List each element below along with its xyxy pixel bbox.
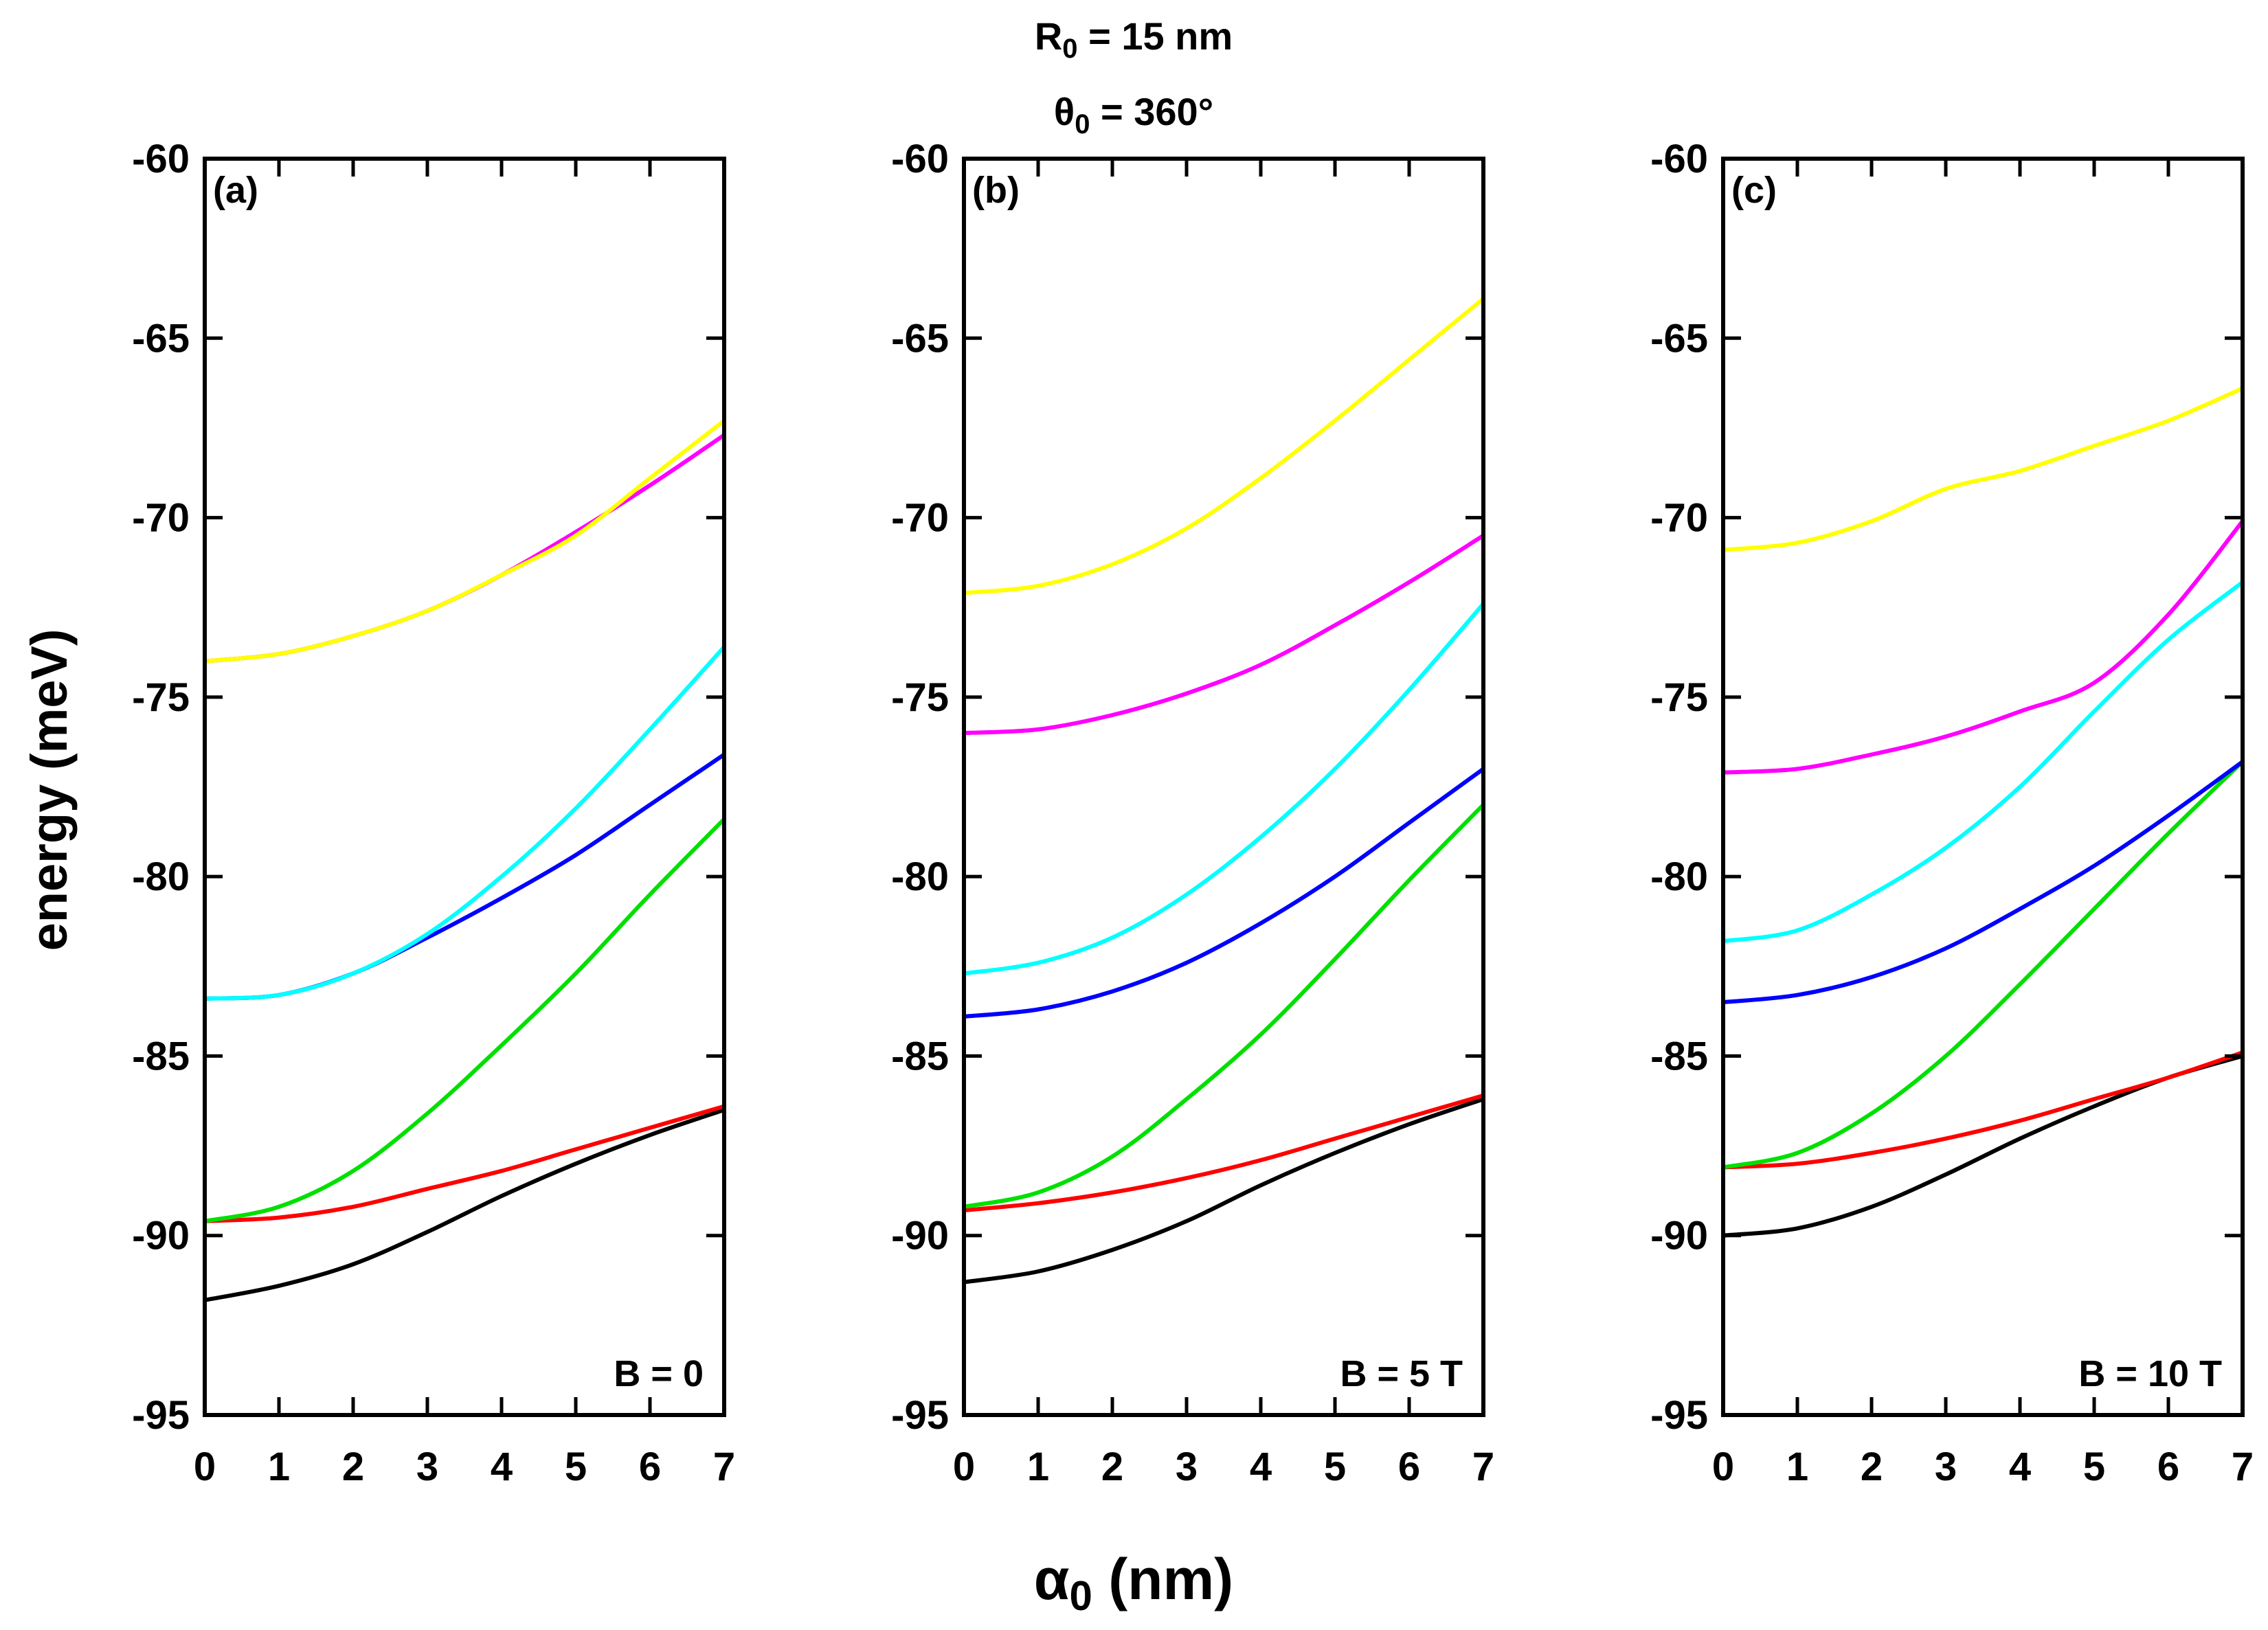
y-tick-label: -90 [1650,1214,1708,1258]
y-tick-label: -80 [891,854,949,899]
x-tick-label: 1 [268,1445,290,1489]
x-tick-label: 0 [953,1445,975,1489]
series-line-magenta [203,433,726,664]
series-line-blue [1721,759,2245,1004]
series-line-black [1721,1054,2245,1238]
series-line-yellow [203,418,726,664]
y-tick-label: -95 [1650,1393,1708,1438]
x-tick-label: 2 [342,1445,364,1489]
x-tick-label: 1 [1786,1445,1808,1489]
series-line-green [203,817,726,1223]
panel-b: -60 -65 -70 -75 -80 -85 -90 -950 1 2 3 4 5 6 7 (b) B = 5… [891,137,1494,1489]
x-tick-label: 4 [2009,1445,2031,1489]
y-tick-label: -80 [1650,854,1708,899]
x-tick-label: 5 [2083,1445,2105,1489]
series-line-green [962,802,1485,1209]
x-tick-label: 0 [1712,1445,1734,1489]
x-tick-label: 2 [1101,1445,1123,1489]
y-tick-label: -95 [891,1393,949,1438]
header-r0: R0 = 15 nm [1035,14,1233,64]
series-line-red [1721,1050,2245,1170]
y-tick-label: -60 [891,137,949,181]
field-annotation: B = 5 T [1340,1353,1463,1394]
y-tick-label: -60 [132,137,190,181]
series-line-green [1721,759,2245,1170]
series-line-cyan [1721,580,2245,944]
x-tick-label: 7 [2232,1445,2254,1489]
y-tick-label: -85 [132,1034,190,1078]
x-tick-label: 6 [1398,1445,1420,1489]
x-tick-label: 6 [2157,1445,2179,1489]
x-tick-label: 6 [639,1445,661,1489]
series-line-magenta [962,533,1485,736]
y-tick-label: -90 [132,1214,190,1258]
x-tick-label: 3 [416,1445,438,1489]
y-tick-label: -90 [891,1214,949,1258]
field-annotation: B = 0 [614,1353,704,1394]
x-tick-label: 5 [565,1445,587,1489]
y-tick-label: -70 [132,496,190,541]
y-tick-label: -75 [132,675,190,720]
y-axis-label: energy (meV) [21,629,78,951]
series-line-yellow [1721,386,2245,552]
panel-c: -60 -65 -70 -75 -80 -85 -90 -950 1 2 3 4 5 6 7 (c) B = 1… [1650,137,2254,1489]
y-tick-label: -70 [1650,496,1708,541]
plot-frame [962,157,1485,1417]
series-line-red [962,1093,1485,1213]
x-tick-label: 2 [1861,1445,1883,1489]
y-tick-label: -85 [1650,1034,1708,1078]
panel-label: (b) [972,170,1020,211]
series-line-blue [962,767,1485,1019]
series-line-magenta [1721,519,2245,775]
y-tick-label: -75 [891,675,949,720]
x-tick-label: 7 [713,1445,735,1489]
x-axis-label: α0 (nm) [1034,1547,1233,1619]
y-tick-label: -65 [891,316,949,361]
series-line-black [962,1097,1485,1284]
series-line-black [203,1107,726,1302]
plot-frame [1721,157,2245,1417]
series-line-red [203,1104,726,1223]
series-line-blue [203,752,726,1001]
y-tick-label: -85 [891,1034,949,1078]
panel-label: (c) [1731,170,1777,211]
x-tick-label: 3 [1176,1445,1198,1489]
panel-label: (a) [213,170,258,211]
x-tick-label: 4 [1250,1445,1272,1489]
x-tick-label: 1 [1027,1445,1049,1489]
x-tick-label: 5 [1324,1445,1346,1489]
y-tick-label: -70 [891,496,949,541]
y-tick-label: -95 [132,1393,190,1438]
series-line-yellow [962,296,1485,596]
plot-frame [203,157,726,1417]
y-tick-label: -65 [132,316,190,361]
series-line-cyan [962,602,1485,976]
series-line-cyan [203,644,726,1001]
panel-a: -60 -65 -70 -75 -80 -85 -90 -950 1 2 3 4 5 6 7 (a) B = 0 [132,137,735,1489]
y-tick-label: -60 [1650,137,1708,181]
y-tick-label: -65 [1650,316,1708,361]
header-theta0: θ0 = 360° [1054,90,1213,139]
y-tick-label: -80 [132,854,190,899]
y-tick-label: -75 [1650,675,1708,720]
x-tick-label: 4 [491,1445,513,1489]
x-tick-label: 7 [1472,1445,1494,1489]
x-tick-label: 3 [1935,1445,1957,1489]
x-tick-label: 0 [194,1445,216,1489]
field-annotation: B = 10 T [2078,1353,2222,1394]
